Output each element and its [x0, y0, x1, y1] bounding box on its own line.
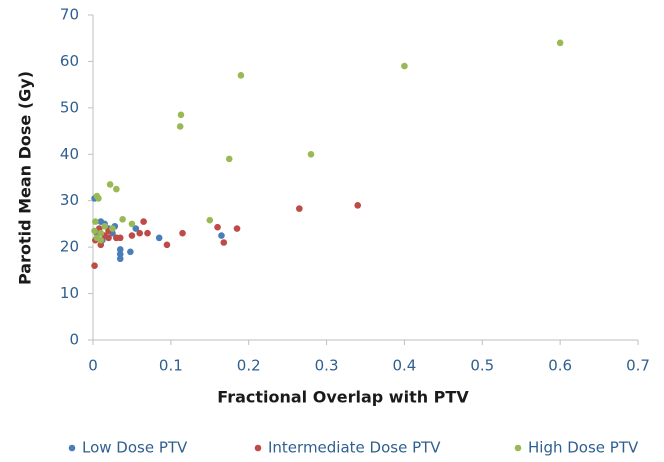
point [296, 205, 303, 212]
point [113, 185, 120, 193]
y-tick-label: 0 [69, 331, 79, 349]
x-tick-label: 0.4 [392, 357, 416, 375]
y-tick-label: 50 [60, 98, 79, 116]
point [140, 218, 147, 225]
point [233, 225, 241, 232]
legend-marker [254, 444, 262, 452]
point [101, 222, 108, 230]
point [119, 215, 126, 223]
y-tick-label: 70 [60, 6, 79, 24]
point [116, 250, 124, 258]
legend-label: Low Dose PTV [82, 439, 188, 457]
point [116, 246, 124, 253]
y-tick-label: 20 [60, 238, 79, 256]
x-tick-label: 0.1 [159, 357, 183, 375]
point [354, 202, 362, 209]
x-tick-label: 0.6 [548, 357, 572, 375]
legend-marker [514, 444, 522, 452]
point [95, 195, 102, 202]
point [307, 150, 315, 158]
y-tick-label: 60 [60, 52, 79, 70]
point [97, 236, 105, 244]
point [218, 232, 225, 239]
x-tick-label: 0 [88, 357, 98, 375]
point [97, 241, 105, 249]
point [116, 234, 124, 242]
y-tick-label: 40 [60, 145, 79, 163]
point [144, 229, 151, 237]
point [179, 229, 186, 237]
x-tick-label: 0.2 [237, 357, 261, 375]
legend-label: Intermediate Dose PTV [268, 439, 441, 457]
point [176, 123, 184, 130]
point [116, 255, 124, 263]
point [128, 220, 136, 228]
y-axis-title: Parotid Mean Dose (Gy) [16, 71, 35, 285]
point [206, 216, 214, 224]
point [91, 262, 98, 270]
point [132, 225, 140, 232]
point [214, 223, 221, 231]
point [155, 234, 163, 242]
x-axis-title: Fractional Overlap with PTV [217, 388, 469, 407]
x-tick-label: 0.5 [470, 357, 494, 375]
point [109, 225, 116, 232]
y-tick-label: 30 [60, 191, 79, 209]
point [136, 229, 144, 237]
legend-marker [68, 444, 76, 452]
point [128, 232, 136, 239]
x-tick-label: 0.7 [626, 357, 650, 375]
point [225, 155, 233, 163]
point [92, 218, 99, 225]
legend-label: High Dose PTV [528, 439, 639, 457]
y-tick-label: 10 [60, 284, 79, 302]
point [106, 181, 114, 188]
point [177, 111, 185, 119]
point [105, 234, 112, 242]
point [91, 227, 98, 235]
point [163, 241, 171, 249]
point [220, 239, 228, 246]
x-tick-label: 0.3 [315, 357, 339, 375]
point [127, 248, 134, 256]
point [556, 39, 564, 47]
point [97, 229, 105, 237]
point [401, 62, 408, 70]
point [237, 72, 245, 79]
